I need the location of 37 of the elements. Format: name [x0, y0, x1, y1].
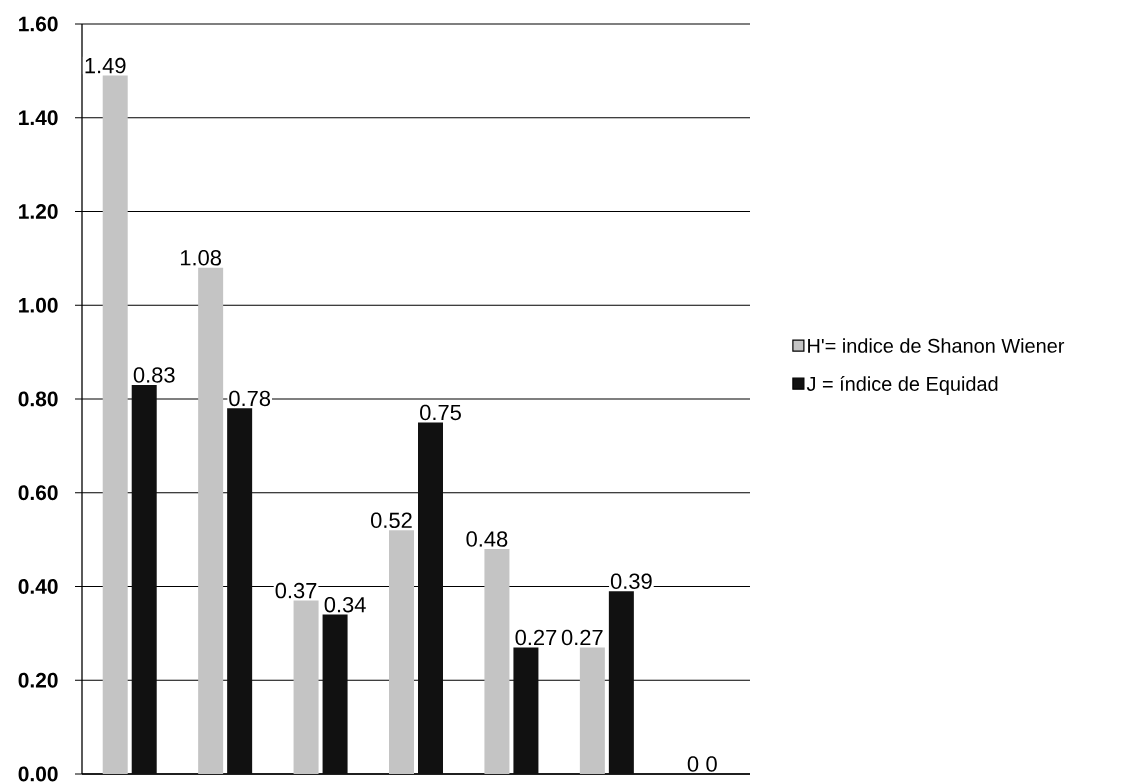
y-tick-label: 1.00: [19, 297, 58, 313]
bar: [198, 267, 224, 774]
data-label: 0.39: [610, 573, 652, 589]
legend-label: J = índice de Equidad: [806, 376, 998, 395]
data-label: 0.48: [466, 531, 508, 547]
y-tick-label: 0.40: [18, 579, 58, 594]
data-label: 1.08: [180, 250, 221, 266]
y-tick-label: 0.20: [18, 672, 58, 688]
data-label: 0.75: [420, 404, 461, 421]
data-label: 0.27: [561, 629, 603, 646]
data-label: 0: [706, 756, 717, 772]
y-tick-label: 1.40: [19, 110, 58, 126]
bar: [102, 75, 128, 774]
data-label: 1.49: [85, 57, 126, 74]
legend-label: H'= indice de Shanon Wiener: [808, 338, 1065, 353]
data-label: 0.27: [515, 629, 557, 646]
bar: [293, 600, 319, 774]
bar: [513, 647, 539, 774]
bar: [227, 408, 253, 774]
data-label: 0.34: [324, 596, 366, 613]
bar: [418, 422, 443, 774]
bar: [484, 549, 510, 774]
data-label: 0.52: [371, 512, 412, 529]
data-label: 0.37: [275, 582, 317, 599]
y-tick-label: 1.20: [19, 204, 58, 219]
data-label: 0: [687, 756, 699, 772]
bar: [322, 614, 348, 774]
y-tick-label: 0.80: [18, 391, 58, 407]
data-label: 0.78: [229, 390, 271, 407]
bar: [389, 530, 414, 774]
data-label: 0.83: [133, 367, 175, 383]
y-tick-label: 0.60: [18, 485, 58, 501]
bar: [608, 591, 634, 774]
bar: [131, 384, 157, 774]
y-tick-label: 1.60: [19, 16, 58, 32]
bar: [579, 647, 605, 774]
y-tick-label: 0.00: [18, 766, 58, 782]
